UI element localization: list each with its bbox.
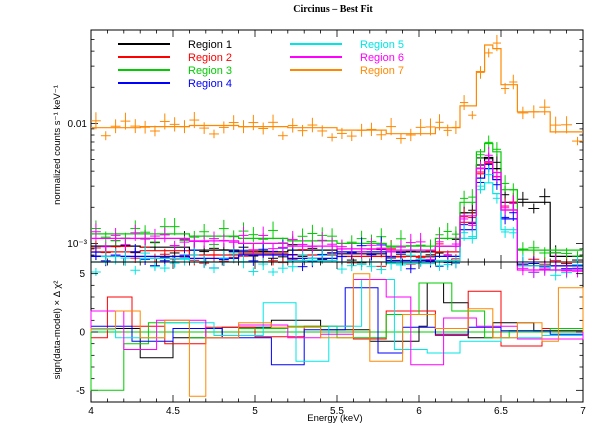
top-y-axis-label: normalized counts s⁻¹ keV⁻¹	[52, 85, 63, 205]
residual-line-region-7	[90, 273, 584, 397]
residual-y-axis-label: sign(data-model) × Δ χ²	[52, 281, 63, 380]
legend-label: Region 6	[360, 52, 404, 64]
x-tick-label: 7	[580, 406, 586, 417]
residual-line-region-6	[90, 279, 584, 366]
residual-line-region-3	[90, 282, 584, 391]
legend-label: Region 2	[188, 52, 232, 64]
legend-label: Region 1	[188, 39, 232, 51]
top-y-tick-label: 10⁻³	[67, 239, 87, 250]
data-points-region-7	[91, 34, 583, 146]
legend-label: Region 5	[360, 39, 404, 51]
x-tick-label: 5.5	[330, 406, 344, 417]
data-points-region-6	[91, 146, 583, 279]
residual-panel: 4 4.5 5 5.5 6 6.5 7 -5 0 5	[76, 261, 586, 417]
x-tick-label: 5	[252, 406, 258, 417]
x-tick-label: 6	[416, 406, 422, 417]
residual-y-tick-label: -5	[76, 386, 85, 397]
residual-y-tick-label: 5	[79, 269, 85, 280]
x-tick-label: 6.5	[494, 406, 508, 417]
data-points-region-4	[91, 156, 583, 275]
residual-y-tick-label: 0	[79, 328, 85, 339]
x-axis-label: Energy (keV)	[307, 413, 362, 424]
legend-label: Region 4	[188, 78, 232, 90]
x-tick-label: 4	[88, 406, 94, 417]
top-panel: 0.01 10⁻³	[67, 29, 584, 281]
legend-label: Region 7	[360, 65, 404, 77]
x-tick-label: 4.5	[166, 406, 180, 417]
chart-title: Circinus – Best Fit	[293, 4, 373, 15]
top-y-tick-label: 0.01	[68, 119, 88, 130]
legend-label: Region 3	[188, 65, 232, 77]
